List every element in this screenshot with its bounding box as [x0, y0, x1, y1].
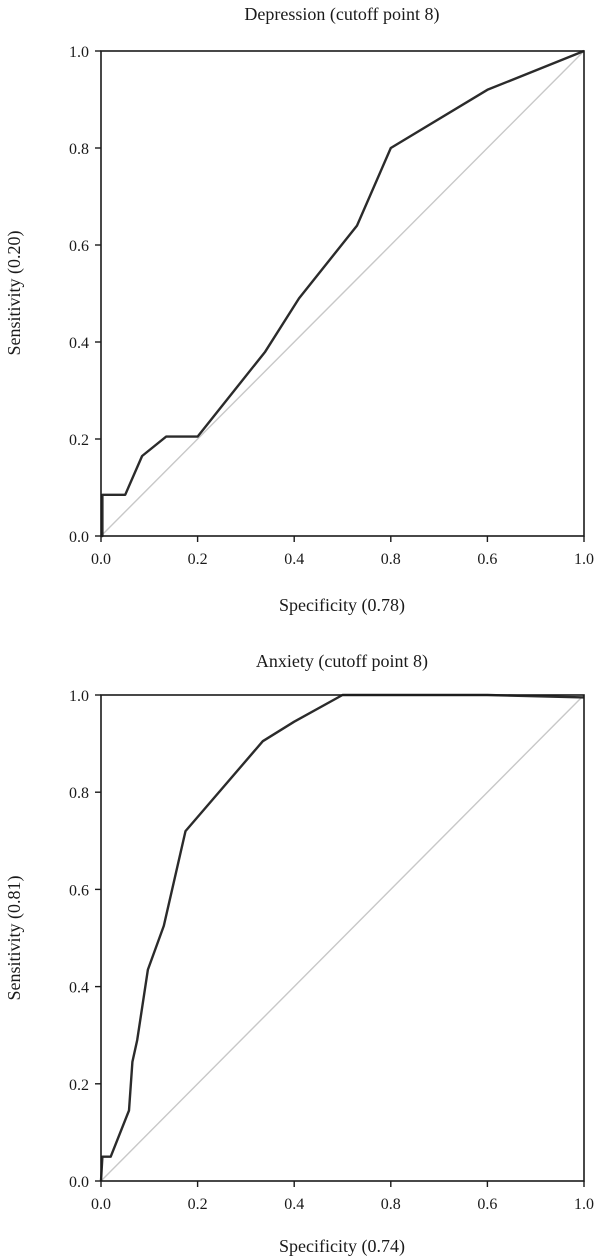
x-tick-label: 0.0	[91, 551, 111, 568]
chart-title: Depression (cutoff point 8)	[244, 4, 439, 25]
roc-curve	[99, 693, 585, 1182]
y-axis-label: Sensitivity (0.81)	[4, 875, 25, 1000]
x-tick-label: 1.0	[574, 551, 594, 568]
y-tick-label: 0.0	[69, 529, 89, 546]
y-tick-label: 0.2	[69, 432, 89, 449]
y-axis-label: Sensitivity (0.20)	[4, 230, 25, 355]
x-tick-label: 1.0	[574, 1196, 594, 1213]
x-tick-label: 0.0	[91, 1196, 111, 1213]
x-tick-label: 0.4	[284, 1196, 304, 1213]
y-tick-label: 0.4	[69, 335, 89, 352]
x-tick-label: 0.8	[381, 551, 401, 568]
x-axis-ticks: 0.0 0.2 0.4 0.8 0.6 1.0	[91, 1181, 594, 1213]
x-tick-label: 0.6	[477, 1196, 497, 1213]
x-axis-ticks: 0.0 0.2 0.4 0.8 0.6 1.0	[91, 536, 594, 568]
x-axis-label: Specificity (0.74)	[279, 1236, 405, 1257]
y-tick-label: 0.6	[69, 882, 89, 899]
x-tick-label: 0.8	[381, 1196, 401, 1213]
plot-frame	[100, 50, 585, 537]
x-tick-label: 0.4	[284, 551, 304, 568]
y-tick-label: 0.0	[69, 1174, 89, 1191]
plot-frame	[100, 694, 585, 1182]
x-axis-label: Specificity (0.78)	[279, 595, 405, 616]
reference-diagonal	[100, 50, 585, 537]
y-tick-label: 0.2	[69, 1077, 89, 1094]
reference-diagonal	[100, 694, 585, 1182]
y-tick-label: 1.0	[69, 688, 89, 705]
y-tick-label: 1.0	[69, 44, 89, 61]
depression-roc-chart: Depression (cutoff point 8) 0.0 0.2 0.4 0.6…	[4, 4, 594, 616]
y-tick-label: 0.8	[69, 785, 89, 802]
y-axis-ticks: 0.0 0.2 0.4 0.6 0.8 1.0	[69, 688, 101, 1191]
y-tick-label: 0.8	[69, 141, 89, 158]
anxiety-roc-chart: Anxiety (cutoff point 8) 0.0 0.2 0.4 0.6 0.8…	[4, 651, 594, 1257]
roc-curve	[101, 49, 585, 538]
y-tick-label: 0.6	[69, 238, 89, 255]
x-tick-label: 0.6	[477, 551, 497, 568]
x-tick-label: 0.2	[188, 1196, 208, 1213]
y-tick-label: 0.4	[69, 980, 89, 997]
chart-title: Anxiety (cutoff point 8)	[256, 651, 428, 672]
y-axis-ticks: 0.0 0.2 0.4 0.6 0.8 1.0	[69, 44, 101, 546]
x-tick-label: 0.2	[188, 551, 208, 568]
